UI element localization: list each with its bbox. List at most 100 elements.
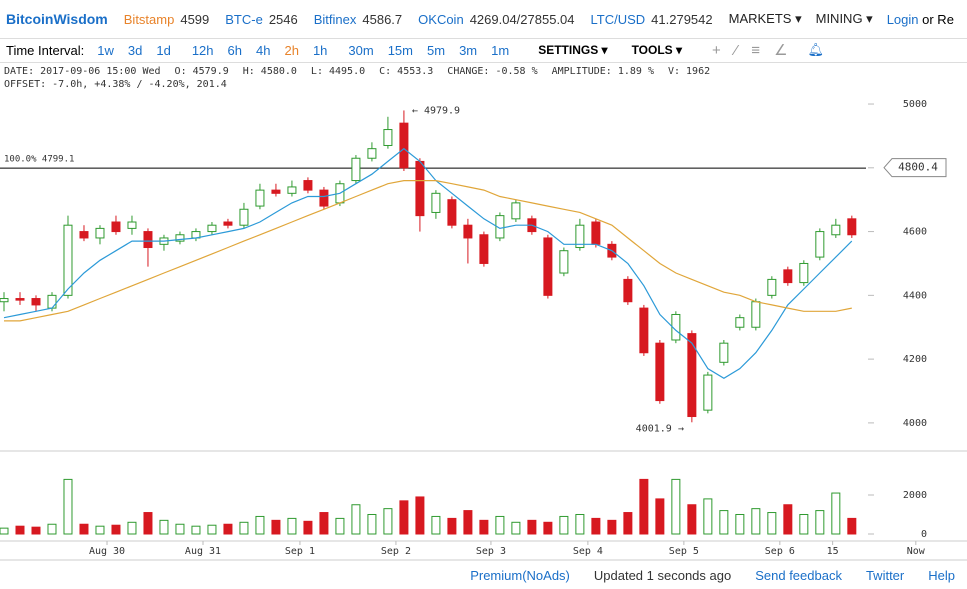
interval[interactable]: 15m xyxy=(387,42,413,58)
interval[interactable]: 4h xyxy=(256,42,271,58)
footer-link[interactable]: Premium(NoAds) xyxy=(470,568,570,583)
ticker-name[interactable]: LTC/USD xyxy=(590,11,646,27)
interval[interactable]: 1m xyxy=(491,42,510,58)
v-tick-label: 0 xyxy=(921,529,927,540)
candle-body xyxy=(687,333,697,418)
volume-bar xyxy=(575,513,585,535)
candle-body xyxy=(767,278,777,296)
candle-body xyxy=(95,227,105,239)
candle-body xyxy=(575,224,585,249)
candle-body xyxy=(719,342,729,363)
interval[interactable]: 12h xyxy=(191,42,214,58)
alert-icon[interactable]: 🔔︎ xyxy=(807,42,825,57)
menu-label[interactable]: MARKETS xyxy=(728,11,792,26)
volume-bar xyxy=(79,523,89,535)
login[interactable]: Login xyxy=(886,11,919,27)
volume-bar xyxy=(607,519,617,535)
volume-bar xyxy=(351,504,361,535)
candle-body xyxy=(703,374,713,411)
volume-bar xyxy=(143,512,153,535)
moving-average xyxy=(4,180,852,322)
candle-body xyxy=(479,234,489,264)
candle-body xyxy=(559,250,569,274)
interval[interactable]: 3m xyxy=(459,42,478,58)
candle-body xyxy=(639,307,649,354)
menu-label[interactable]: MINING xyxy=(815,11,863,26)
volume-bar xyxy=(95,525,105,535)
candle-body xyxy=(431,192,441,213)
footer-link[interactable]: Twitter xyxy=(865,568,905,583)
settings-label[interactable]: SETTINGS xyxy=(538,43,599,57)
candle-body xyxy=(63,224,73,296)
tools-label[interactable]: TOOLS xyxy=(631,43,673,57)
candle-body xyxy=(415,160,425,217)
info-item: AMPLITUDE: 1.89 % xyxy=(551,66,654,77)
brand[interactable]: BitcoinWisdom xyxy=(6,11,108,27)
candle-body xyxy=(735,317,745,328)
volume-bar xyxy=(703,498,713,535)
volume-bar xyxy=(191,525,201,535)
draw-icons[interactable]: +⁄≡∠ xyxy=(712,42,802,59)
volume-bar xyxy=(479,519,489,535)
menu[interactable]: MARKETS ▾ xyxy=(728,11,802,26)
candle-body xyxy=(751,301,761,328)
interval[interactable]: 1w xyxy=(97,42,114,58)
intervals: 1w 3d 1d 12h 6h 4h 2h 1h 30m 15m 5m 3m 1m xyxy=(90,43,516,58)
interval[interactable]: 5m xyxy=(427,42,446,58)
volume-bar xyxy=(111,524,121,535)
annotation: 4001.9 → xyxy=(636,423,684,434)
interval-label: Time Interval: xyxy=(6,42,85,58)
tools[interactable]: TOOLS ▾ xyxy=(631,43,683,57)
candle-body xyxy=(47,294,57,309)
candle-body xyxy=(655,342,665,402)
x-tick-label: Sep 3 xyxy=(476,546,506,557)
interval[interactable]: 30m xyxy=(348,42,374,58)
ticker-price: 41.279542 xyxy=(651,11,713,27)
interval[interactable]: 2h xyxy=(284,42,299,58)
candle-body xyxy=(255,189,265,207)
ticker-name[interactable]: Bitfinex xyxy=(313,11,357,27)
footer-link[interactable]: Help xyxy=(928,568,955,583)
candle-body xyxy=(815,231,825,258)
volume-bar xyxy=(175,523,185,535)
x-tick-label: Aug 30 xyxy=(89,546,125,557)
info-item: CHANGE: -0.58 % xyxy=(447,66,538,77)
candle-body xyxy=(207,224,217,233)
menu[interactable]: MINING ▾ xyxy=(815,11,873,26)
x-tick-label: Sep 4 xyxy=(573,546,603,557)
candle-body xyxy=(271,189,281,194)
volume-bar xyxy=(223,523,233,535)
volume-bar xyxy=(31,526,41,535)
footer-link[interactable]: Send feedback xyxy=(755,568,842,583)
interval[interactable]: 1d xyxy=(156,42,171,58)
info-line: OFFSET: -7.0h, +4.38% / -4.20%, 201.4 xyxy=(4,79,227,90)
interval[interactable]: 3d xyxy=(127,42,143,58)
y-tick-label: 4400 xyxy=(903,290,927,301)
register[interactable]: or Re xyxy=(922,11,954,27)
volume-bar xyxy=(463,510,473,535)
interval[interactable]: 6h xyxy=(227,42,242,58)
x-tick-label: Sep 2 xyxy=(381,546,411,557)
volume-bar xyxy=(271,519,281,535)
ticker-name[interactable]: Bitstamp xyxy=(123,11,175,27)
volume-bar xyxy=(623,512,633,535)
volume-bar xyxy=(671,478,681,535)
volume-bar xyxy=(559,515,569,535)
volume-bar xyxy=(367,513,377,535)
candle-body xyxy=(0,298,9,303)
info-item: V: 1962 xyxy=(667,66,711,77)
interval[interactable]: 1h xyxy=(312,42,328,58)
candle-body xyxy=(623,278,633,303)
price-tag xyxy=(883,158,947,178)
candle-body xyxy=(671,313,681,341)
volume-bar xyxy=(287,517,297,535)
x-tick-label: Now xyxy=(907,546,926,557)
volume-bar xyxy=(383,508,393,535)
ticker-price: 4269.04/27855.04 xyxy=(469,11,575,27)
info-item: L: 4495.0 xyxy=(310,66,366,77)
settings[interactable]: SETTINGS ▾ xyxy=(538,43,608,57)
ticker-name[interactable]: OKCoin xyxy=(418,11,464,27)
ticker-name[interactable]: BTC-e xyxy=(225,11,263,27)
footer-link: Updated 1 seconds ago xyxy=(593,568,732,583)
